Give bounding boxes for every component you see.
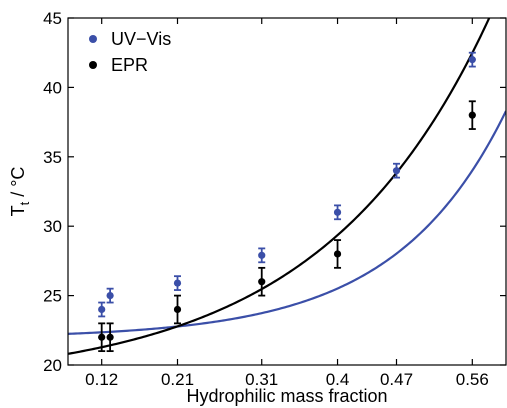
- axes: [67, 17, 507, 366]
- x-tick-label: 0.4: [326, 370, 350, 389]
- data-point: [392, 167, 401, 175]
- data-point: [333, 208, 342, 216]
- data-point: [468, 56, 476, 64]
- y-tick-label: 45: [43, 9, 62, 28]
- y-tick-label: 30: [43, 217, 62, 236]
- y-axis-label: Tt / °C: [8, 167, 32, 217]
- fit-curve: [68, 110, 506, 335]
- fit-curve: [68, 18, 491, 355]
- y-axis-ticks: 20 25 30 35 40 45: [43, 9, 506, 375]
- y-tick-label: 40: [43, 78, 62, 97]
- data-point: [333, 250, 342, 258]
- data-points: [98, 51, 476, 353]
- data-point: [173, 305, 182, 314]
- x-tick-label: 0.56: [456, 370, 489, 389]
- x-tick-label: 0.21: [161, 370, 194, 389]
- fit-curves: [68, 18, 506, 355]
- plot-frame: [67, 17, 507, 366]
- legend: UV−Vis EPR: [89, 29, 171, 75]
- data-point: [106, 292, 114, 300]
- y-tick-label: 25: [43, 287, 62, 306]
- legend-label: EPR: [111, 55, 148, 75]
- x-tick-label: 0.47: [380, 370, 413, 389]
- x-axis-ticks: 0.12 0.21 0.31 0.4 0.47 0.56: [85, 18, 489, 389]
- data-point: [173, 279, 182, 287]
- data-point: [98, 305, 106, 314]
- legend-marker: [89, 61, 97, 69]
- x-tick-label: 0.31: [245, 370, 278, 389]
- data-point: [468, 111, 476, 119]
- data-point: [258, 278, 266, 286]
- data-point: [258, 251, 266, 259]
- data-point: [98, 333, 106, 341]
- y-tick-label: 35: [43, 148, 62, 167]
- legend-label: UV−Vis: [111, 29, 171, 49]
- x-tick-label: 0.12: [85, 370, 118, 389]
- data-point: [106, 333, 114, 341]
- legend-marker: [89, 35, 97, 43]
- y-tick-label: 20: [43, 356, 62, 375]
- x-axis-label: Hydrophilic mass fraction: [186, 386, 387, 406]
